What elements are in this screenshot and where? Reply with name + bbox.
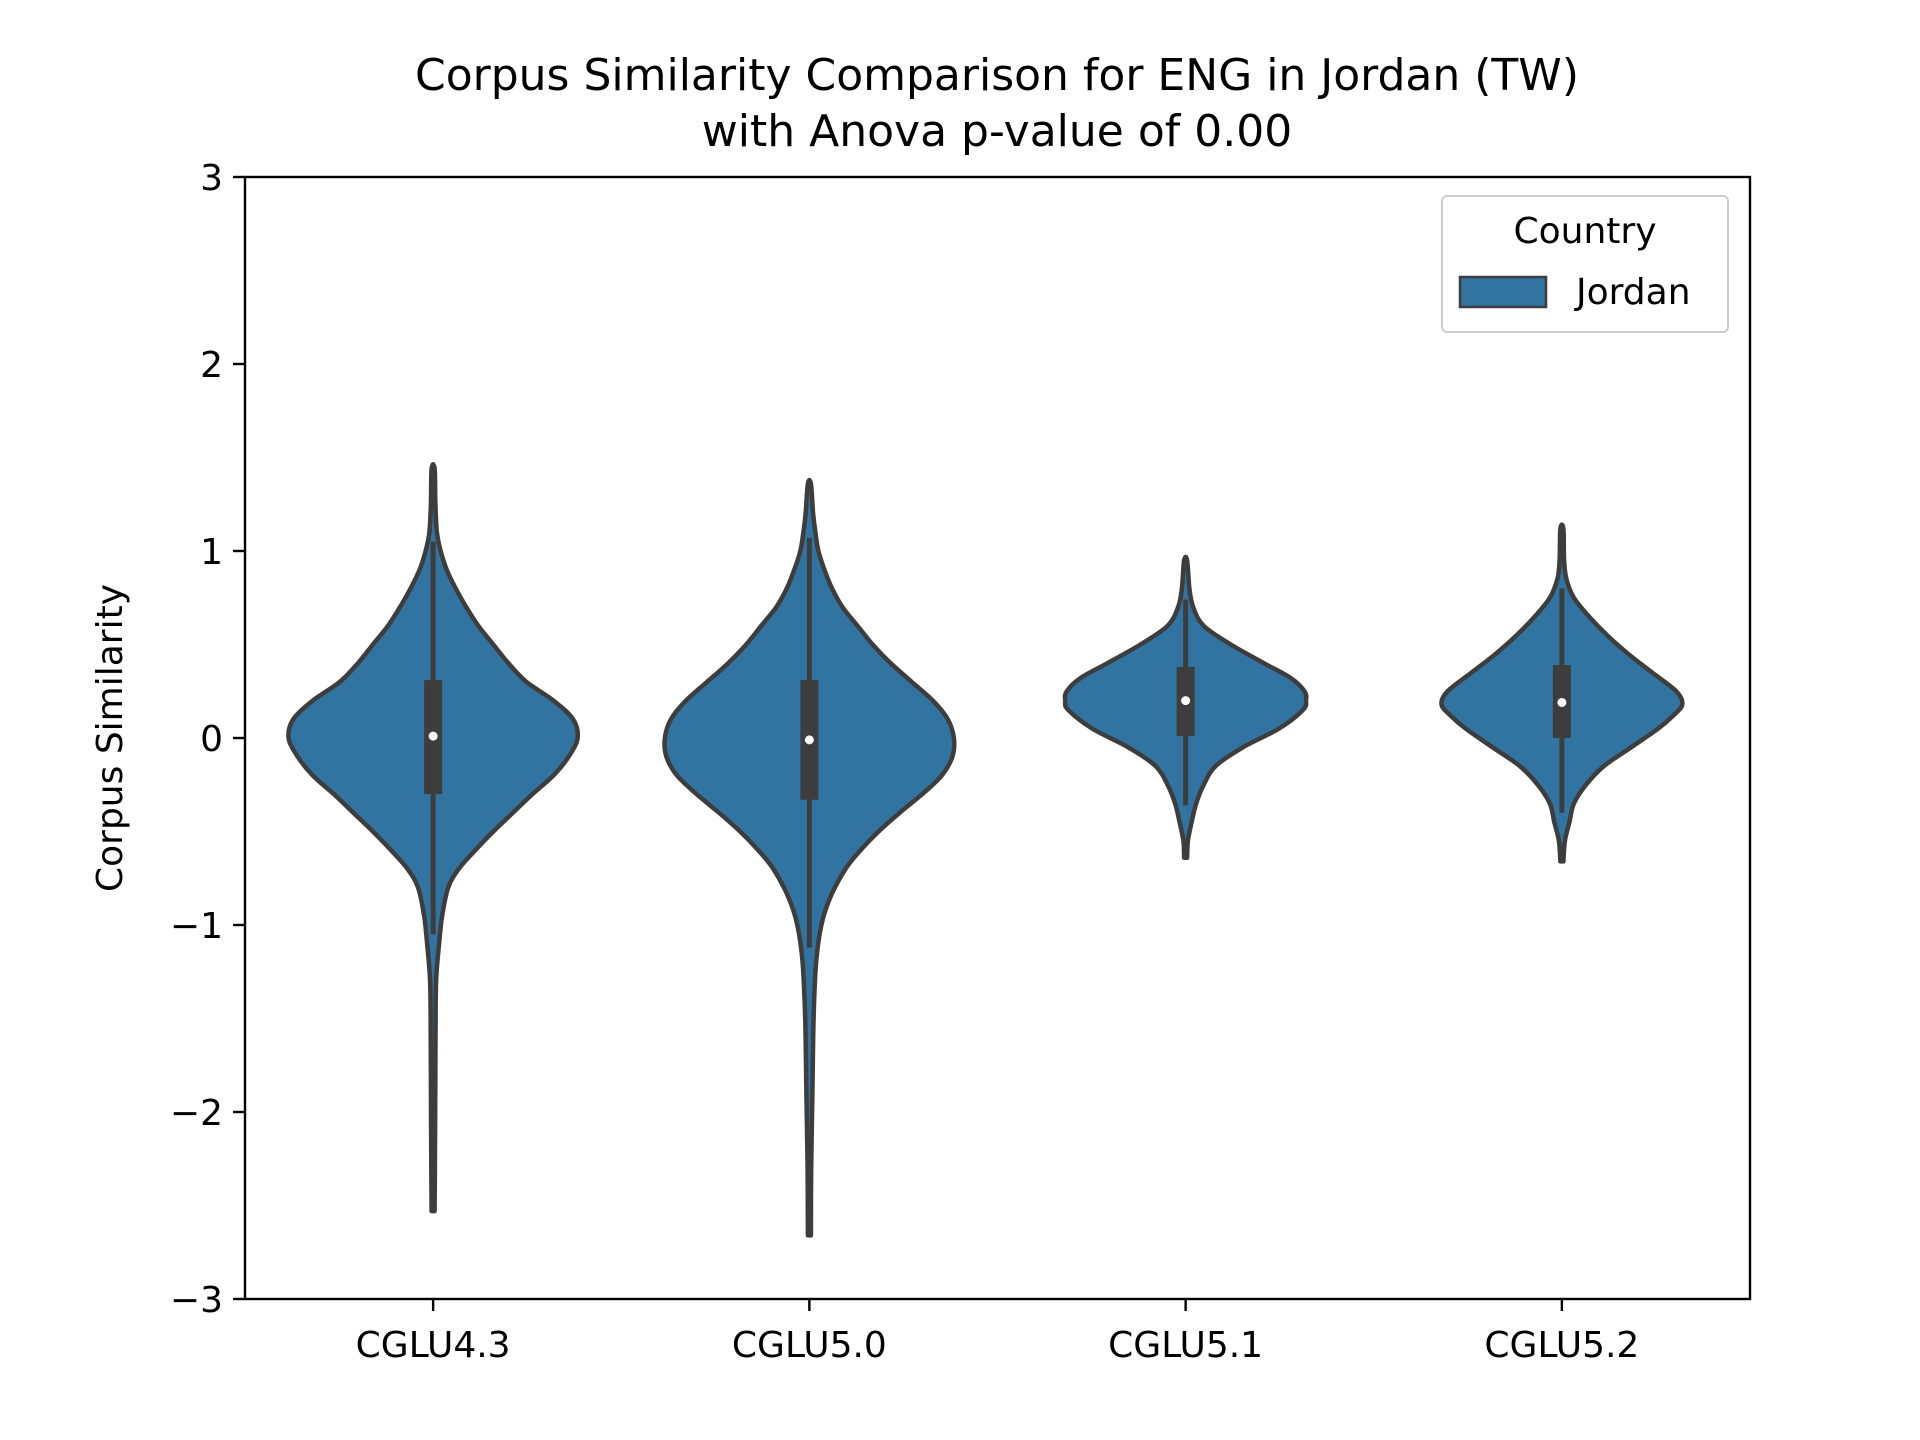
legend: Country Jordan [1441, 195, 1729, 333]
y-axis: −3 −2 −1 0 1 2 3 [170, 158, 245, 1321]
legend-swatch-jordan [1458, 275, 1548, 309]
violin-median-dot [804, 735, 814, 745]
y-tick-label: −1 [170, 906, 223, 947]
x-axis: CGLU4.3 CGLU5.0 CGLU5.1 CGLU5.2 [356, 1299, 1639, 1366]
violin-median-dot [428, 731, 438, 741]
violin-median-dot [1557, 697, 1567, 707]
x-tick-label: CGLU4.3 [356, 1325, 511, 1366]
x-tick-label: CGLU5.0 [732, 1325, 887, 1366]
chart-title-line-2: with Anova p-value of 0.00 [702, 106, 1292, 157]
y-axis-label: Corpus Similarity [90, 584, 131, 892]
y-tick-label: 1 [200, 532, 223, 573]
violin-cglu5-2 [1439, 522, 1685, 864]
x-tick-label: CGLU5.2 [1484, 1325, 1639, 1366]
y-tick-label: 3 [200, 158, 223, 199]
y-tick-label: −2 [170, 1093, 223, 1134]
violin-cglu4-3 [286, 462, 581, 1214]
y-tick-label: 0 [200, 719, 223, 760]
y-tick-label: 2 [200, 345, 223, 386]
chart-title-line-1: Corpus Similarity Comparison for ENG in … [415, 50, 1579, 101]
legend-entry-jordan: Jordan [1574, 272, 1691, 313]
x-tick-label: CGLU5.1 [1108, 1325, 1263, 1366]
violin-median-dot [1181, 696, 1191, 706]
violin-cglu5-0 [662, 477, 957, 1238]
legend-title: Country [1513, 211, 1656, 252]
violin-cglu5-1 [1062, 554, 1309, 860]
plot-area [286, 462, 1685, 1238]
y-tick-label: −3 [170, 1280, 223, 1321]
